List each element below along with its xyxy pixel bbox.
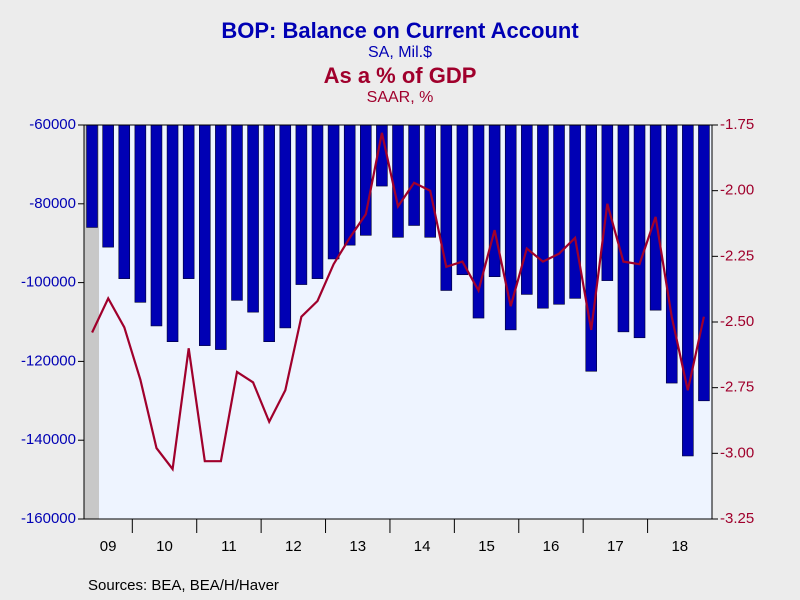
x-tick-label: 15 [478, 538, 495, 555]
bar [665, 124, 678, 384]
y2-tick-label: -1.75 [720, 116, 754, 133]
bar [263, 124, 275, 342]
chart-title: BOP: Balance on Current Account [221, 18, 579, 43]
x-tick-label: 09 [100, 538, 117, 555]
x-tick-label: 14 [414, 538, 431, 555]
bar [617, 124, 630, 333]
bar [231, 124, 243, 301]
y2-tick-label: -3.25 [720, 510, 754, 527]
x-tick-label: 17 [607, 538, 624, 555]
bar [247, 124, 259, 313]
x-tick-label: 13 [349, 538, 366, 555]
bar [488, 124, 501, 277]
y-tick-label: -100000 [21, 274, 76, 291]
bar [521, 124, 533, 295]
bar [569, 124, 581, 299]
plot-frame [83, 124, 713, 520]
bar [456, 124, 469, 276]
bar [585, 124, 598, 372]
bar [424, 124, 436, 238]
bar [198, 124, 211, 346]
bar [408, 124, 420, 226]
y-tick-label: -140000 [21, 431, 76, 448]
bar [102, 124, 114, 248]
bar [134, 124, 147, 303]
y2-tick-label: -2.50 [720, 313, 754, 330]
x-tick-label: 10 [156, 538, 173, 555]
bar [633, 124, 646, 339]
y2-tick-label: -2.00 [720, 182, 754, 199]
y2-tick-label: -3.00 [720, 444, 754, 461]
source-note: Sources: BEA, BEA/H/Haver [88, 577, 279, 594]
x-tick-label: 11 [221, 538, 237, 555]
bar [698, 124, 710, 402]
bar [553, 124, 565, 305]
x-tick-label: 16 [543, 538, 560, 555]
bar [327, 124, 340, 260]
bar [537, 124, 549, 309]
bar [279, 124, 292, 329]
bar [682, 124, 694, 457]
chart-subtitle-2: SAAR, % [367, 89, 434, 106]
bar [166, 124, 179, 342]
y-tick-label: -120000 [21, 352, 76, 369]
y-tick-label: -60000 [29, 116, 76, 133]
bar [392, 124, 404, 238]
y2-tick-label: -2.25 [720, 247, 754, 264]
x-tick-label: 18 [671, 538, 688, 555]
chart-subtitle: SA, Mil.$ [368, 44, 432, 61]
bar [150, 124, 163, 327]
bar [311, 124, 324, 279]
bar [601, 124, 614, 281]
bar [343, 124, 356, 246]
x-tick-label: 12 [285, 538, 302, 555]
bar [504, 124, 517, 331]
bar [118, 124, 131, 279]
line [91, 132, 705, 472]
y2-tick-label: -2.75 [720, 379, 754, 396]
bar [295, 124, 308, 285]
bar [182, 124, 195, 279]
y-tick-label: -160000 [21, 510, 76, 527]
bar [215, 124, 227, 350]
chart-title-2: As a % of GDP [324, 63, 477, 88]
bar [86, 124, 98, 228]
y-tick-label: -80000 [29, 195, 76, 212]
